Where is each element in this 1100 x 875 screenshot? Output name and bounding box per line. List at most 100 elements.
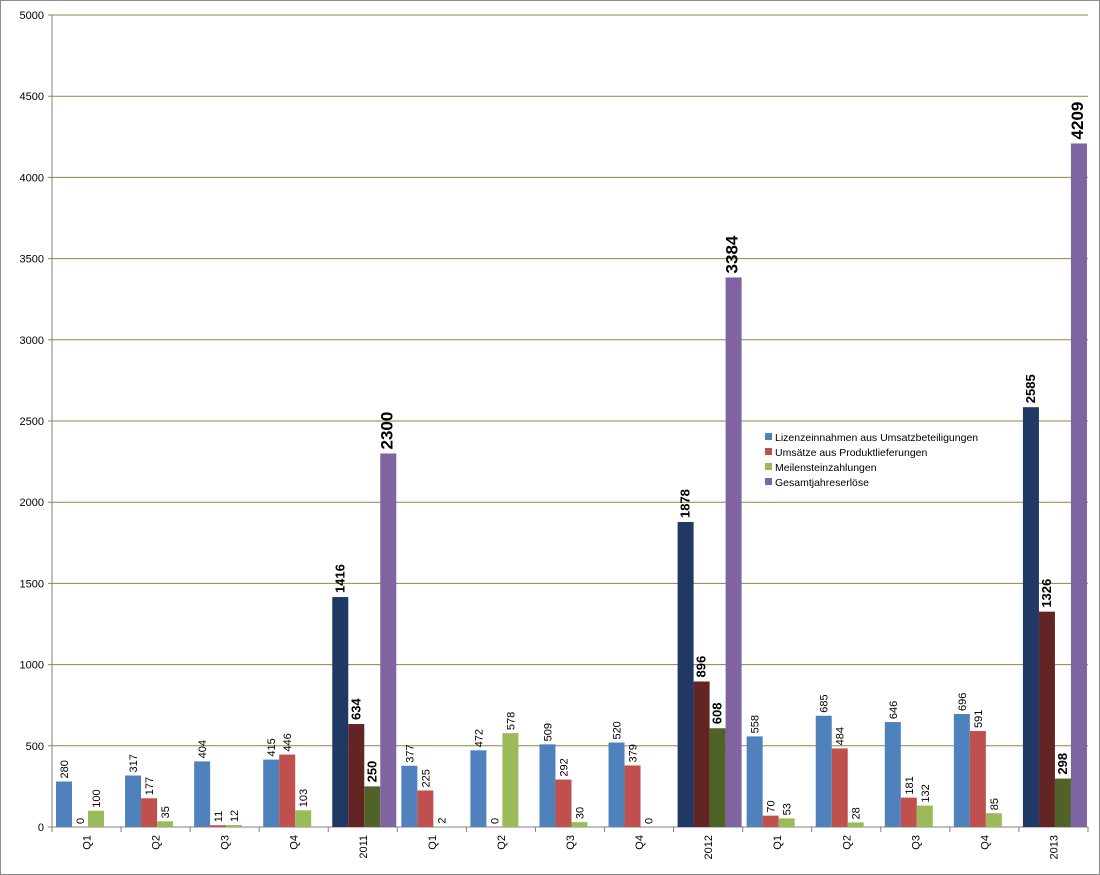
bar bbox=[884, 722, 901, 827]
data-label: 12 bbox=[229, 810, 241, 822]
bar bbox=[746, 736, 763, 827]
data-label: 578 bbox=[505, 712, 517, 730]
data-label: 181 bbox=[904, 776, 916, 794]
bar bbox=[815, 715, 832, 827]
data-label: 1878 bbox=[678, 489, 693, 518]
data-label: 0 bbox=[489, 818, 501, 824]
bar bbox=[263, 759, 280, 827]
legend-swatch bbox=[765, 433, 772, 440]
bar bbox=[916, 805, 933, 827]
data-label: 28 bbox=[851, 807, 863, 819]
data-label: 509 bbox=[542, 723, 554, 741]
data-label: 85 bbox=[989, 798, 1001, 810]
y-tick-label: 1000 bbox=[20, 660, 44, 672]
x-tick-label: 2012 bbox=[703, 835, 715, 859]
data-label: 0 bbox=[644, 818, 656, 824]
x-tick-label: Q4 bbox=[634, 835, 646, 850]
data-label: 30 bbox=[574, 807, 586, 819]
bar bbox=[470, 750, 487, 827]
legend-swatch bbox=[765, 478, 772, 485]
x-tick-label: 2013 bbox=[1048, 835, 1060, 859]
data-label: 0 bbox=[75, 818, 87, 824]
data-label: 1416 bbox=[332, 564, 347, 593]
bar bbox=[141, 798, 158, 827]
bar bbox=[709, 728, 726, 827]
bar bbox=[831, 748, 848, 827]
bar bbox=[725, 277, 742, 828]
y-tick-label: 3500 bbox=[20, 254, 44, 266]
y-tick-label: 4500 bbox=[20, 91, 44, 103]
bar bbox=[953, 713, 970, 827]
data-label: 520 bbox=[612, 721, 624, 739]
bar bbox=[1022, 407, 1039, 827]
data-label: 100 bbox=[91, 789, 103, 807]
x-tick-label: Q2 bbox=[841, 835, 853, 850]
bar bbox=[332, 597, 349, 827]
data-label: 446 bbox=[282, 733, 294, 751]
x-tick-label: Q3 bbox=[910, 835, 922, 850]
bar bbox=[539, 744, 556, 827]
bar bbox=[401, 765, 418, 827]
data-label: 696 bbox=[957, 693, 969, 711]
data-label: 379 bbox=[628, 744, 640, 762]
data-label: 404 bbox=[197, 740, 209, 758]
bar bbox=[677, 522, 694, 827]
bar bbox=[417, 790, 434, 827]
bar bbox=[364, 786, 381, 827]
bar bbox=[847, 822, 864, 827]
bar bbox=[571, 822, 588, 827]
bar bbox=[502, 733, 519, 827]
data-label: 35 bbox=[160, 806, 172, 818]
legend-swatch bbox=[765, 448, 772, 455]
data-label: 896 bbox=[694, 656, 709, 678]
bar bbox=[693, 681, 710, 827]
x-tick-label: Q3 bbox=[565, 835, 577, 850]
data-label: 484 bbox=[835, 727, 847, 745]
data-label: 132 bbox=[920, 784, 932, 802]
legend-swatch bbox=[765, 463, 772, 470]
data-label: 280 bbox=[59, 760, 71, 778]
x-tick-label: Q4 bbox=[289, 835, 301, 850]
data-label: 53 bbox=[782, 803, 794, 815]
bar bbox=[348, 724, 365, 827]
bar bbox=[624, 765, 641, 827]
bar bbox=[608, 742, 625, 827]
legend-entry: Gesamtjahreserlöse bbox=[775, 477, 869, 489]
data-label: 317 bbox=[128, 754, 140, 772]
data-label: 250 bbox=[364, 761, 379, 783]
data-label: 591 bbox=[973, 710, 985, 728]
y-tick-label: 5000 bbox=[20, 10, 44, 22]
y-tick-label: 2000 bbox=[20, 497, 44, 509]
bar bbox=[210, 825, 227, 827]
x-tick-label: Q2 bbox=[496, 835, 508, 850]
bar bbox=[226, 825, 243, 827]
x-tick-label: Q3 bbox=[220, 835, 232, 850]
bar bbox=[56, 781, 72, 827]
bar bbox=[194, 761, 211, 827]
bar bbox=[762, 815, 779, 827]
x-tick-label: 2011 bbox=[358, 835, 370, 859]
legend-entry: Lizenzeinnahmen aus Umsatzbeteiligungen bbox=[775, 432, 978, 444]
bar bbox=[1038, 611, 1055, 827]
data-label: 177 bbox=[144, 777, 156, 795]
y-tick-label: 500 bbox=[26, 741, 44, 753]
x-tick-label: Q1 bbox=[82, 835, 94, 850]
bar bbox=[125, 775, 142, 827]
data-label: 2300 bbox=[377, 412, 396, 450]
data-label: 415 bbox=[266, 738, 278, 756]
data-label: 11 bbox=[213, 811, 225, 822]
data-label: 4209 bbox=[1068, 102, 1087, 140]
data-label: 558 bbox=[750, 715, 762, 733]
data-label: 3384 bbox=[723, 235, 742, 273]
x-tick-label: Q2 bbox=[151, 835, 163, 850]
x-tick-label: Q1 bbox=[427, 835, 439, 850]
bar bbox=[555, 779, 572, 827]
data-label: 70 bbox=[766, 800, 778, 812]
legend-entry: Meilensteinzahlungen bbox=[775, 462, 877, 474]
data-label: 225 bbox=[420, 769, 432, 787]
data-label: 2 bbox=[436, 818, 448, 824]
legend-entry: Umsätze aus Produktlieferungen bbox=[775, 447, 927, 459]
bar bbox=[985, 813, 1002, 827]
y-tick-label: 2500 bbox=[20, 416, 44, 428]
